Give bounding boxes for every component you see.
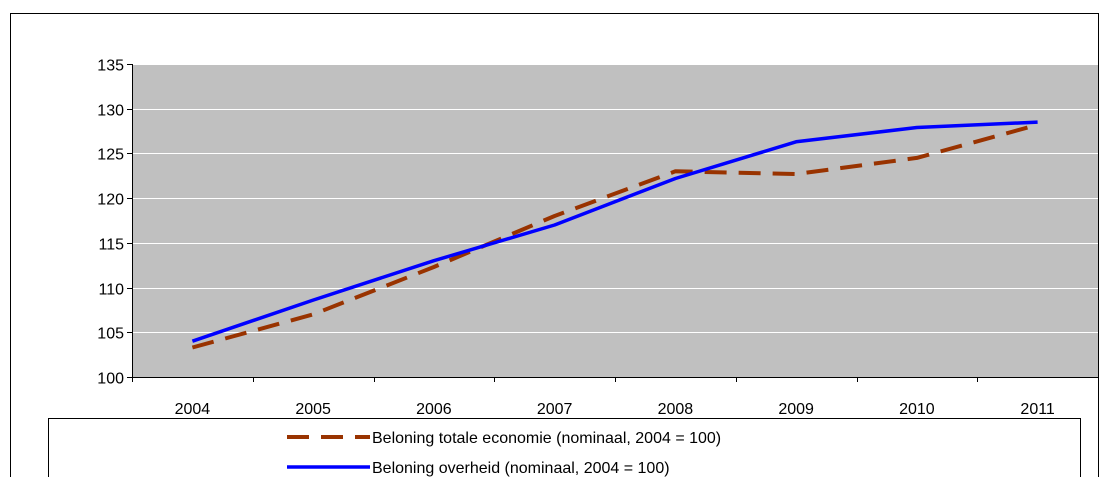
series-lines	[191, 120, 1039, 350]
x-tick-label: 2005	[295, 401, 331, 418]
x-tick-label: 2007	[537, 401, 573, 418]
series-line-0	[191, 122, 1039, 350]
x-tick-label: 2004	[175, 401, 211, 418]
legend-label-0: Beloning totale economie (nominaal, 2004…	[372, 430, 721, 447]
plot-area	[132, 64, 1098, 377]
legend: Beloning totale economie (nominaal, 2004…	[48, 418, 1081, 482]
y-tick-label: 125	[97, 147, 124, 164]
y-tick-label: 115	[98, 237, 124, 254]
axes: 100 105 110 115 120 125 130 135 2004 2005 2006 2007…	[97, 58, 1099, 418]
x-tick-label: 2009	[778, 401, 814, 418]
y-tick-label: 130	[97, 103, 124, 120]
x-tick-label: 2011	[1020, 401, 1055, 418]
series-line-1	[191, 120, 1038, 343]
legend-label-1: Beloning overheid (nominaal, 2004 = 100)	[372, 460, 670, 477]
y-tick-label: 105	[97, 326, 124, 343]
y-tick-label: 100	[97, 371, 124, 388]
x-tick-label: 2008	[658, 401, 694, 418]
x-tick-label: 2010	[899, 401, 935, 418]
x-tick-label: 2006	[416, 401, 452, 418]
plot-background	[132, 64, 1098, 377]
y-tick-label: 120	[97, 192, 124, 209]
y-tick-label: 135	[97, 58, 124, 75]
legend-box	[48, 418, 1081, 482]
y-tick-label: 110	[98, 282, 124, 299]
